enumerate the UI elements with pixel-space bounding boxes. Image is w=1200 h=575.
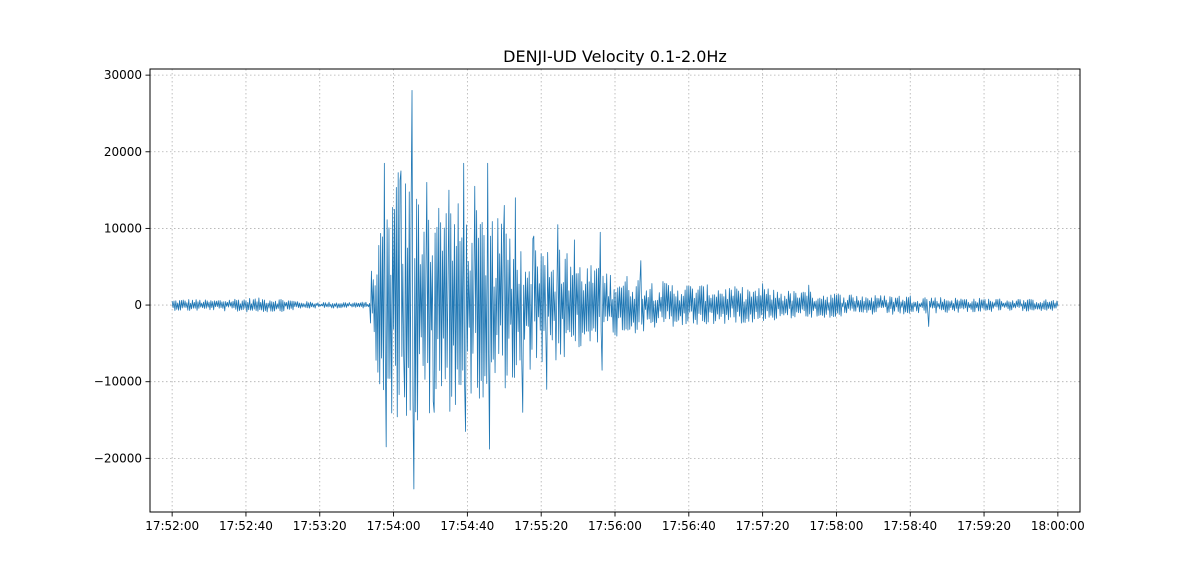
x-tick-label: 17:59:20	[957, 519, 1011, 533]
trace-layer	[171, 90, 1059, 490]
y-tick-label: 10000	[104, 221, 142, 235]
y-tick-label: −10000	[94, 375, 142, 389]
x-tick-label: 17:52:00	[145, 519, 199, 533]
x-tick-label: 17:55:20	[514, 519, 568, 533]
y-tick-label: −20000	[94, 451, 142, 465]
x-tick-label: 17:57:20	[736, 519, 790, 533]
chart-title: DENJI-UD Velocity 0.1-2.0Hz	[503, 47, 727, 66]
x-tick-label: 17:52:40	[219, 519, 273, 533]
velocity-trace	[171, 90, 1059, 490]
y-tick-label: 30000	[104, 68, 142, 82]
y-tick-label: 20000	[104, 145, 142, 159]
x-tick-label: 17:53:20	[293, 519, 347, 533]
x-axis: 17:52:00 17:52:40 17:53:20 17:54:00 17:54:40…	[145, 512, 1085, 533]
x-tick-label: 17:58:00	[809, 519, 863, 533]
y-axis: −20000 −10000 0 10000 20000 30000	[94, 68, 150, 465]
y-tick-label: 0	[134, 298, 142, 312]
x-tick-label: 17:56:00	[588, 519, 642, 533]
x-tick-label: 17:58:40	[883, 519, 937, 533]
x-tick-label: 17:54:00	[367, 519, 421, 533]
x-tick-label: 17:56:40	[662, 519, 716, 533]
x-tick-label: 17:54:40	[440, 519, 494, 533]
x-tick-label: 18:00:00	[1031, 519, 1085, 533]
